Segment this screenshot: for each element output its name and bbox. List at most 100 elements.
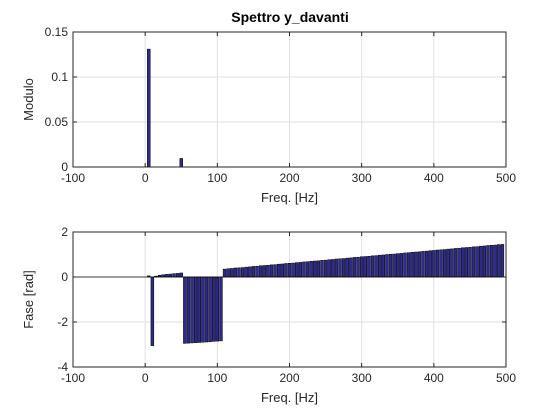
x-tick-label: 500 [496,371,516,385]
bar [323,259,328,278]
bar [435,249,440,278]
bar [497,244,501,278]
bar [222,268,227,278]
bar [500,244,505,278]
x-tick-label: 500 [496,171,516,185]
x-tick-label: 400 [424,171,444,185]
bar [341,258,346,278]
bar [320,260,324,278]
bar [269,264,274,278]
bar [461,247,465,278]
x-tick-label: 300 [352,171,372,185]
bar [345,257,349,278]
bar [338,258,342,278]
bar [168,273,173,278]
bar [258,265,263,278]
bar [457,247,461,278]
bar [475,246,479,278]
bar [468,247,472,278]
bar [262,265,266,278]
bar [201,276,205,343]
bar [446,248,450,278]
y-tick-label: 0.05 [45,115,69,129]
bar [450,248,454,278]
x-tick-label: 100 [207,371,227,385]
bar [215,276,220,342]
bar [442,249,447,278]
phase-plot: -100 0 100 200 300 400 500 -4 -2 0 2 Freq. [Hz] Fase… [21,225,516,405]
bar [197,276,201,343]
bar [479,245,483,278]
bar [175,273,180,278]
bar [309,261,313,278]
x-tick-label: 100 [207,171,227,185]
bar [378,254,382,278]
bar [414,251,418,278]
bar [266,265,270,278]
bar [363,256,367,278]
x-tick-label: 200 [279,171,299,185]
bar [179,272,183,278]
y-tick-label: -4 [57,360,68,374]
bar [428,250,432,278]
x-tick-label: 0 [142,171,149,185]
x-tick-label: 400 [424,371,444,385]
bar [298,262,303,278]
bar [230,268,234,278]
bar [183,276,187,344]
bar [385,254,389,278]
bar [305,261,310,278]
bar [403,252,407,278]
bar [486,245,490,278]
chart-title: Spettro y_davanti [231,9,348,25]
bar [219,276,223,342]
bar [399,253,404,278]
bar [493,244,497,278]
x-axis-label: Freq. [Hz] [261,390,318,405]
x-tick-label: -100 [61,171,85,185]
bar [439,249,443,278]
bar [172,273,176,278]
bar [432,250,436,278]
bar [464,247,469,278]
bar [165,274,169,278]
x-tick-label: 200 [279,371,299,385]
bar [212,276,216,342]
bar [421,251,425,278]
bar [295,262,299,278]
bar [334,258,339,278]
bar [244,266,248,278]
bar [482,245,487,278]
bar [204,276,209,343]
bar [349,257,353,278]
bar [424,250,429,278]
y-tick-label: 0.15 [45,25,69,39]
bar [302,261,306,278]
bar [179,158,183,168]
bar [280,263,284,278]
bar [226,268,230,278]
bar [273,264,277,278]
bar [316,260,321,278]
bar [276,263,281,278]
bar [193,276,198,343]
bar [313,260,317,278]
bar [370,255,375,278]
bar [233,267,238,278]
bar [489,245,494,278]
bar [367,256,371,278]
bar [406,252,411,278]
bar [331,259,335,278]
bar [186,276,191,344]
bar [190,276,194,344]
bar [240,267,245,278]
bar [388,254,393,278]
y-axis-label: Fase [rad] [21,270,36,329]
bar [410,252,414,278]
y-tick-label: 0 [61,160,68,174]
bar [147,48,151,168]
bar [327,259,331,278]
bar [396,253,400,278]
